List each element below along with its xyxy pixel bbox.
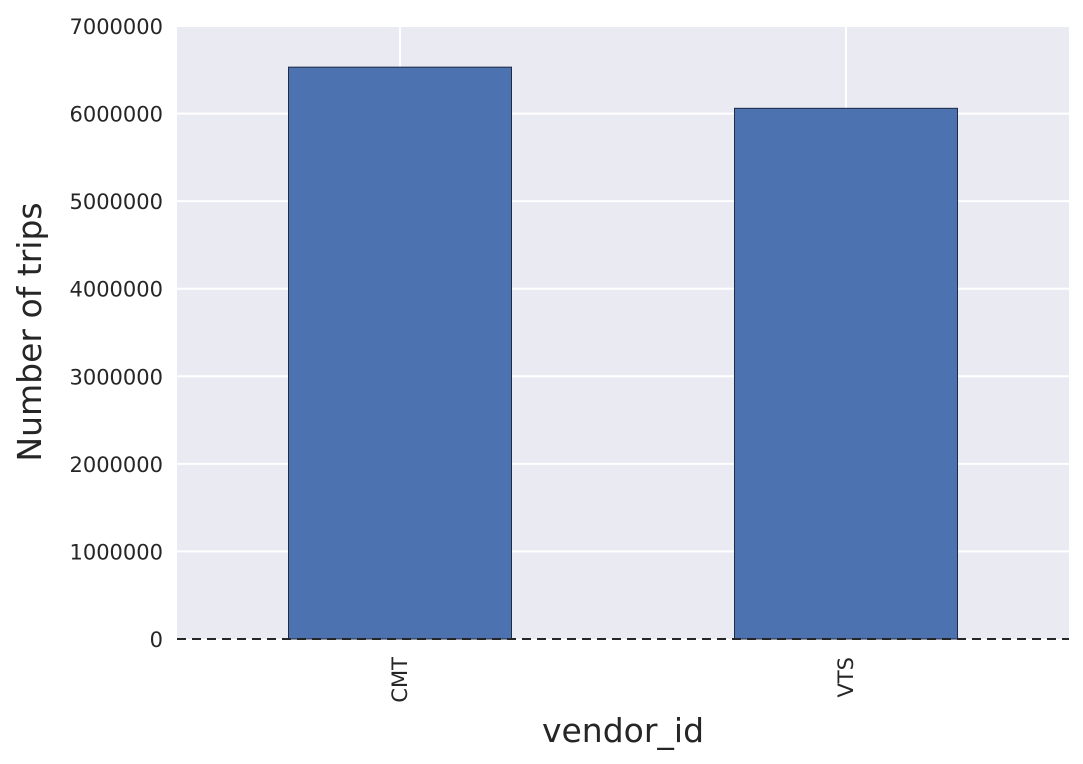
y-tick-label: 3000000 [69,365,163,389]
y-tick-label: 4000000 [69,278,163,302]
x-tick-label: VTS [834,657,858,698]
x-tick-labels: CMT VTS [388,657,858,703]
y-axis-title: Number of trips [10,202,49,461]
x-axis-title: vendor_id [542,711,704,750]
y-tick-label: 1000000 [69,540,163,564]
bars [288,66,958,640]
y-tick-label: 2000000 [69,453,163,477]
y-tick-labels: 0 1000000 2000000 3000000 4000000 5000000 6000… [69,15,163,652]
y-tick-label: 0 [150,628,163,652]
y-tick-label: 5000000 [69,190,163,214]
bar-cmt [288,66,512,640]
x-tick-label: CMT [388,657,412,703]
bar-vts [734,107,958,640]
y-tick-label: 7000000 [69,15,163,39]
y-tick-label: 6000000 [69,103,163,127]
